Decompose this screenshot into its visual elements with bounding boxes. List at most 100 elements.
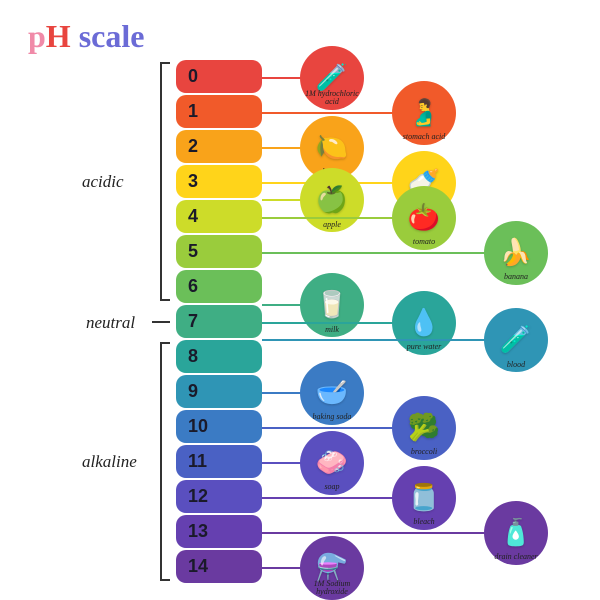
spray-bottle-icon: 🧴: [500, 520, 532, 546]
example-circle: ⚗️1M Sodium hydroxide: [300, 536, 364, 600]
example-circle: 🧪 blood: [484, 308, 548, 372]
ph-cell-7: 7: [176, 305, 262, 338]
connector-line: [262, 567, 304, 569]
ph-cell-12: 12: [176, 480, 262, 513]
connector-line: [262, 427, 396, 429]
example-circle: 🧪1M hydrochloric acid: [300, 46, 364, 110]
title-h: H: [46, 18, 71, 54]
range-bracket-alkaline: [160, 342, 170, 581]
test-tubes-icon: 🧪: [500, 327, 532, 353]
water-drop-icon: 💧: [408, 310, 440, 336]
ph-number: 7: [188, 311, 198, 332]
example-circle: 🥦 broccoli: [392, 396, 456, 460]
connector-line: [262, 77, 304, 79]
page-title: pH scale: [28, 18, 144, 55]
connector-line: [262, 462, 304, 464]
example-circle: 🧴drain cleaner: [484, 501, 548, 565]
example-label: 1M hydrochloric acid: [300, 90, 364, 107]
example-circle: 🍅 tomato: [392, 186, 456, 250]
ph-number: 14: [188, 556, 208, 577]
lemon-icon: 🍋: [316, 135, 348, 161]
connector-line: [262, 392, 304, 394]
example-circle: 🫙 bleach: [392, 466, 456, 530]
ph-cell-0: 0: [176, 60, 262, 93]
example-spray-bottle: 🧴drain cleaner: [484, 501, 548, 565]
bowl-white-icon: 🥣: [316, 380, 348, 406]
example-bottle-brown: 🧪1M hydrochloric acid: [300, 46, 364, 110]
ph-cell-9: 9: [176, 375, 262, 408]
bottle-brown-icon: 🧪: [316, 65, 348, 91]
example-label: baking soda: [300, 413, 364, 421]
ph-number: 0: [188, 66, 198, 87]
connector-line: [262, 304, 304, 306]
example-water-drop: 💧 pure water: [392, 291, 456, 355]
example-jug-white: 🫙 bleach: [392, 466, 456, 530]
example-label: apple: [300, 221, 364, 229]
example-banana: 🍌 banana: [484, 221, 548, 285]
example-label: tomato: [392, 238, 456, 246]
example-apple-green: 🍏 apple: [300, 168, 364, 232]
connector-line: [262, 532, 488, 534]
example-label: broccoli: [392, 448, 456, 456]
ph-number: 12: [188, 486, 208, 507]
stomach-icon: 🫃: [408, 100, 440, 126]
ph-number: 1: [188, 101, 198, 122]
example-circle: 💧 pure water: [392, 291, 456, 355]
range-label-alkaline: alkaline: [82, 452, 137, 472]
ph-cell-14: 14: [176, 550, 262, 583]
example-label: milk: [300, 326, 364, 334]
example-circle: 🥛milk: [300, 273, 364, 337]
range-tick: [152, 321, 170, 323]
apple-green-icon: 🍏: [316, 187, 348, 213]
connector-line: [262, 112, 396, 114]
example-tomato: 🍅 tomato: [392, 186, 456, 250]
ph-number: 13: [188, 521, 208, 542]
title-rest: scale: [79, 18, 145, 54]
range-label-neutral: neutral: [86, 313, 135, 333]
example-circle: 🫃 stomach acid: [392, 81, 456, 145]
ph-number: 5: [188, 241, 198, 262]
example-label: banana: [484, 273, 548, 281]
ph-cell-8: 8: [176, 340, 262, 373]
title-p: p: [28, 18, 46, 54]
range-bracket-acidic: [160, 62, 170, 301]
tomato-icon: 🍅: [408, 205, 440, 231]
ph-number: 2: [188, 136, 198, 157]
example-label: stomach acid: [392, 133, 456, 141]
example-label: pure water: [392, 343, 456, 351]
example-broccoli: 🥦 broccoli: [392, 396, 456, 460]
ph-cell-3: 3: [176, 165, 262, 198]
broccoli-icon: 🥦: [408, 415, 440, 441]
banana-icon: 🍌: [500, 240, 532, 266]
ph-number: 11: [188, 451, 207, 472]
example-label: blood: [484, 361, 548, 369]
example-circle: 🥣 baking soda: [300, 361, 364, 425]
jug-white-icon: 🫙: [408, 485, 440, 511]
example-label: soap: [300, 483, 364, 491]
connector-line: [262, 339, 488, 341]
example-soap-bar: 🧼 soap: [300, 431, 364, 495]
ph-number: 9: [188, 381, 198, 402]
example-label: bleach: [392, 518, 456, 526]
ph-cell-5: 5: [176, 235, 262, 268]
soap-bar-icon: 🧼: [316, 450, 348, 476]
connector-line: [262, 322, 396, 324]
flask-icon: ⚗️: [316, 555, 348, 581]
connector-line: [262, 217, 396, 219]
ph-cell-4: 4: [176, 200, 262, 233]
ph-cell-13: 13: [176, 515, 262, 548]
connector-line: [262, 497, 396, 499]
connector-line: [262, 147, 304, 149]
example-milk-glass: 🥛milk: [300, 273, 364, 337]
example-circle: 🍌 banana: [484, 221, 548, 285]
example-test-tubes: 🧪 blood: [484, 308, 548, 372]
ph-number: 3: [188, 171, 198, 192]
example-stomach: 🫃 stomach acid: [392, 81, 456, 145]
ph-number: 10: [188, 416, 208, 437]
example-bowl-white: 🥣 baking soda: [300, 361, 364, 425]
ph-cell-6: 6: [176, 270, 262, 303]
ph-cell-10: 10: [176, 410, 262, 443]
example-flask: ⚗️1M Sodium hydroxide: [300, 536, 364, 600]
example-label: 1M Sodium hydroxide: [300, 580, 364, 597]
example-circle: 🧼 soap: [300, 431, 364, 495]
